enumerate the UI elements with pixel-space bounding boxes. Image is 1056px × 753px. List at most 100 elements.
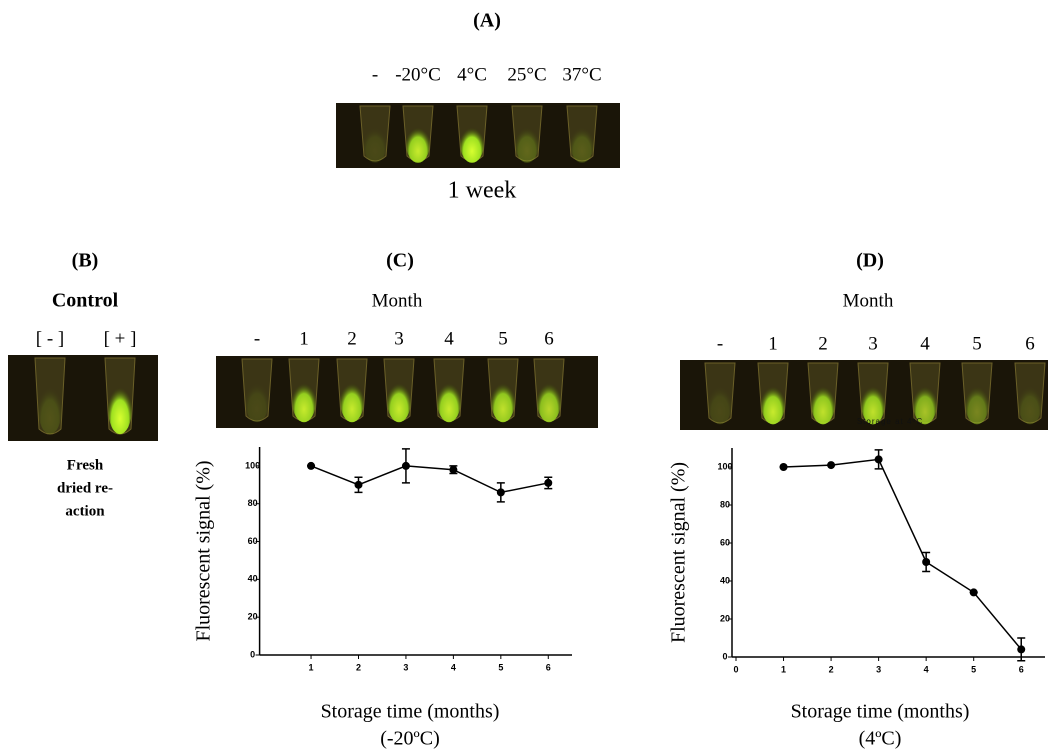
panel-label: (C)	[386, 250, 414, 272]
tube-glow	[363, 123, 387, 163]
y-tick-label: 60	[720, 537, 730, 547]
lane-label: 6	[1025, 333, 1035, 354]
data-point	[354, 480, 363, 489]
y-tick-label: 80	[720, 499, 730, 509]
panel-header: Month	[372, 290, 423, 311]
x-tick-label: 4	[451, 662, 456, 672]
series-line	[783, 458, 1022, 650]
x-tick-label: 2	[356, 662, 361, 672]
tube-glow	[387, 379, 411, 423]
panel-title: Control	[52, 290, 119, 312]
lane-label: -	[372, 64, 378, 85]
lane-label: 5	[498, 328, 508, 349]
caption: dried re-	[57, 480, 113, 496]
data-point	[1017, 645, 1026, 654]
y-tick-label: 40	[720, 575, 730, 585]
tube-glow	[811, 382, 835, 425]
y-axis-label: Fluorescent signal (%)	[193, 460, 215, 641]
tube-glow	[1018, 382, 1042, 425]
data-point	[922, 558, 931, 566]
caption: 1 week	[448, 178, 517, 204]
data-point	[874, 455, 883, 464]
y-tick-label: 80	[248, 498, 258, 508]
y-tick-label: 20	[720, 613, 730, 623]
lane-label: -20°C	[395, 64, 441, 85]
lane-label: -	[717, 333, 723, 354]
tube-glow	[570, 123, 594, 163]
tube-glow	[965, 382, 989, 425]
tube-glow	[861, 382, 885, 425]
x-tick-label: 3	[876, 664, 881, 674]
x-axis-label: Storage time (months)	[321, 701, 500, 723]
data-point	[969, 588, 978, 597]
lane-label: 5	[972, 333, 982, 354]
lane-label: -	[254, 328, 260, 349]
y-tick-label: 60	[248, 536, 258, 546]
lane-label: 3	[394, 328, 404, 349]
tube-glow	[708, 382, 732, 425]
y-tick-label: 100	[717, 461, 732, 471]
series-line	[310, 465, 549, 494]
lane-label: 4	[920, 333, 930, 354]
x-tick-label: 6	[1019, 664, 1024, 674]
data-point	[779, 463, 788, 471]
x-tick-label: 1	[781, 664, 786, 674]
lane-label: 37°C	[562, 64, 601, 85]
lane-label: 2	[347, 328, 357, 349]
y-tick-label: 100	[245, 460, 260, 470]
panel-label: (A)	[473, 10, 501, 32]
data-point	[307, 461, 316, 470]
tube-glow	[515, 123, 539, 163]
x-tick-label: 3	[403, 662, 408, 672]
tube-glow	[537, 379, 561, 423]
lane-label: 25°C	[507, 64, 546, 85]
tube-glow	[491, 379, 515, 423]
tube-glow	[292, 379, 316, 423]
caption: action	[65, 503, 105, 519]
tube-glow	[38, 382, 62, 435]
lane-label: 1	[768, 333, 778, 354]
photo-text: Storage at 4ºC	[857, 417, 923, 426]
lane-label: 3	[868, 333, 878, 354]
tube-glow	[340, 379, 364, 423]
tube-glow	[460, 123, 484, 163]
lane-label: [ - ]	[36, 328, 64, 349]
panel-header: Month	[843, 290, 894, 311]
x-tick-label: 0	[733, 664, 738, 674]
tube-glow	[913, 382, 937, 425]
lane-label: 2	[818, 333, 828, 354]
lane-label: 1	[299, 328, 309, 349]
tube-glow	[761, 382, 785, 425]
x-tick-label: 5	[498, 662, 503, 672]
x-tick-label: 2	[829, 664, 834, 674]
x-tick-label: 6	[546, 662, 551, 672]
x-axis-subtitle: (-20ºC)	[380, 728, 440, 750]
data-point	[827, 461, 836, 470]
data-point	[544, 478, 553, 487]
panel-label: (D)	[856, 250, 884, 272]
x-tick-label: 5	[971, 664, 976, 674]
lane-label: [ + ]	[104, 328, 137, 349]
data-point	[401, 461, 410, 470]
tube-glow	[437, 379, 461, 423]
x-axis-subtitle: (4ºC)	[859, 728, 902, 750]
y-tick-label: 0	[722, 651, 727, 661]
y-tick-label: 40	[248, 574, 258, 584]
caption: Fresh	[67, 457, 104, 473]
x-tick-label: 1	[309, 662, 314, 672]
panel-label: (B)	[72, 250, 99, 272]
photo	[8, 355, 158, 441]
lane-label: 4	[444, 328, 454, 349]
data-point	[496, 488, 505, 497]
x-axis-label: Storage time (months)	[791, 701, 970, 723]
data-point	[449, 465, 458, 474]
lane-label: 4°C	[457, 64, 487, 85]
y-tick-label: 20	[248, 612, 258, 622]
y-tick-label: 0	[250, 649, 255, 659]
y-axis-label: Fluorescent signal (%)	[668, 462, 690, 643]
tube-glow	[108, 382, 132, 435]
tube-glow	[245, 379, 269, 423]
x-tick-label: 4	[924, 664, 929, 674]
tube-glow	[406, 123, 430, 163]
